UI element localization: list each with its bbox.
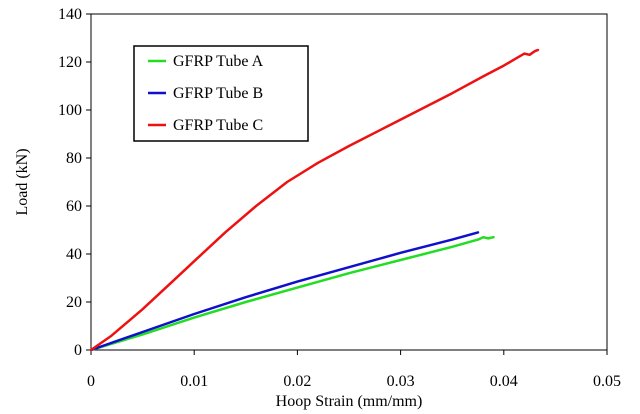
x-axis-label: Hoop Strain (mm/mm) <box>276 393 423 410</box>
y-tick-label: 40 <box>66 246 82 263</box>
x-axis: 0 0.01 0.02 0.03 0.04 0.05 <box>87 350 621 390</box>
series-line-2 <box>89 231 480 352</box>
y-axis: 0 20 40 60 80 100 120 140 <box>58 6 91 359</box>
x-tick-label: 0.01 <box>180 373 208 390</box>
y-axis-label: Load (kN) <box>14 148 31 215</box>
x-tick-label: 0 <box>87 373 95 390</box>
legend-label: GFRP Tube A <box>173 53 264 70</box>
series-line-3 <box>89 48 540 352</box>
series-layer <box>89 48 540 352</box>
legend-label: GFRP Tube B <box>173 85 263 102</box>
y-tick-label: 80 <box>66 150 82 167</box>
y-tick-label: 60 <box>66 198 82 215</box>
y-tick-label: 140 <box>58 6 82 23</box>
legend-label: GFRP Tube C <box>173 117 263 134</box>
x-tick-label: 0.05 <box>593 373 621 390</box>
y-tick-label: 0 <box>74 342 82 359</box>
x-tick-label: 0.03 <box>387 373 415 390</box>
y-tick-label: 100 <box>58 102 82 119</box>
y-tick-label: 120 <box>58 54 82 71</box>
x-tick-label: 0.02 <box>283 373 311 390</box>
x-tick-label: 0.04 <box>490 373 518 390</box>
series-line-1 <box>89 235 495 352</box>
y-tick-label: 20 <box>66 294 82 311</box>
legend: GFRP Tube A GFRP Tube B GFRP Tube C <box>133 45 309 142</box>
